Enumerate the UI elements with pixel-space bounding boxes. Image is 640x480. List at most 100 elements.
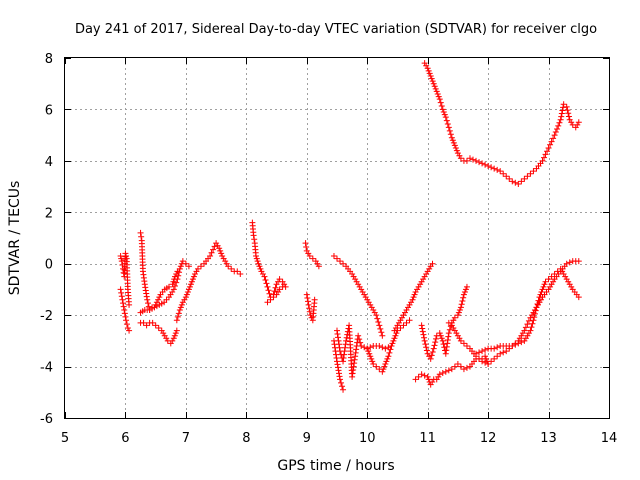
data-point [442,350,449,357]
data-point [343,337,350,344]
data-point [554,125,561,132]
data-point [340,358,347,365]
data-point [218,250,225,257]
data-point [512,341,519,348]
data-point [174,276,181,283]
data-point [309,255,316,262]
data-point [447,131,454,138]
data-point [187,281,194,288]
data-point [340,355,347,361]
data-point [145,300,152,307]
data-point [558,113,565,120]
data-point [265,287,272,294]
data-point [183,291,190,298]
data-point [575,119,582,126]
data-point [473,350,480,357]
data-point [542,151,549,158]
data-point [430,345,437,352]
data-point [351,356,358,363]
data-point [190,273,197,280]
data-point [337,258,344,265]
data-point [210,246,217,253]
data-point [444,121,451,127]
data-point [237,271,244,277]
data-point [560,101,567,108]
series-q [418,283,470,362]
data-point [460,366,467,373]
data-point [491,355,498,362]
data-point [272,284,279,291]
data-point [565,113,572,120]
data-point [253,253,260,259]
x-tick-label: 12 [480,431,497,446]
data-point [531,310,538,317]
data-point [538,289,545,295]
data-point [185,263,192,270]
data-point [386,349,393,356]
data-point [177,263,184,270]
data-point [422,341,429,348]
data-point [334,331,341,337]
data-point [207,253,214,259]
data-point [400,322,407,329]
data-point [156,294,163,301]
data-point [530,317,537,324]
data-point [352,353,359,360]
data-point [444,340,451,347]
data-point [536,294,543,301]
data-point [250,232,257,239]
data-point [476,159,483,166]
data-point [332,348,339,355]
data-point [140,319,147,326]
data-point [439,337,446,344]
data-point [529,320,536,327]
data-point [126,327,133,334]
data-point [353,346,360,353]
y-tick-label: -6 [40,412,53,427]
data-point [533,304,540,311]
data-point [120,269,127,276]
data-point [466,155,473,162]
data-point [198,263,204,270]
data-point [261,273,268,280]
data-point [349,370,356,377]
data-point [271,288,278,295]
data-point [338,379,345,386]
data-point [454,361,461,367]
data-point [118,289,125,296]
data-point [455,309,462,316]
data-point [548,138,555,145]
data-point [333,355,340,361]
data-point [427,355,434,362]
data-point [509,343,516,349]
data-point [381,363,388,370]
data-point [500,170,507,177]
data-point [340,260,347,267]
data-point [165,283,172,290]
y-tick-label: -2 [40,309,53,324]
y-axis-label: SDTVAR / TECUs [7,181,23,296]
data-point [494,353,501,360]
data-point [423,344,430,351]
data-point [515,340,522,347]
data-point [497,168,504,175]
data-point [182,294,189,301]
series-n [364,317,413,375]
data-point [152,322,159,329]
data-point [494,344,501,351]
data-point [445,124,452,131]
x-tick-label: 11 [419,431,436,446]
data-point [438,335,445,342]
data-point [506,175,513,182]
y-tick-label: 0 [45,258,53,273]
data-point [491,165,498,172]
data-point [424,373,431,380]
data-point [453,147,460,154]
data-point [482,359,489,366]
data-point [531,314,538,321]
data-point [424,65,431,72]
data-point [175,310,182,317]
data-point [361,344,368,351]
y-tick-label: -4 [40,361,53,376]
x-tick-label: 8 [242,431,250,446]
